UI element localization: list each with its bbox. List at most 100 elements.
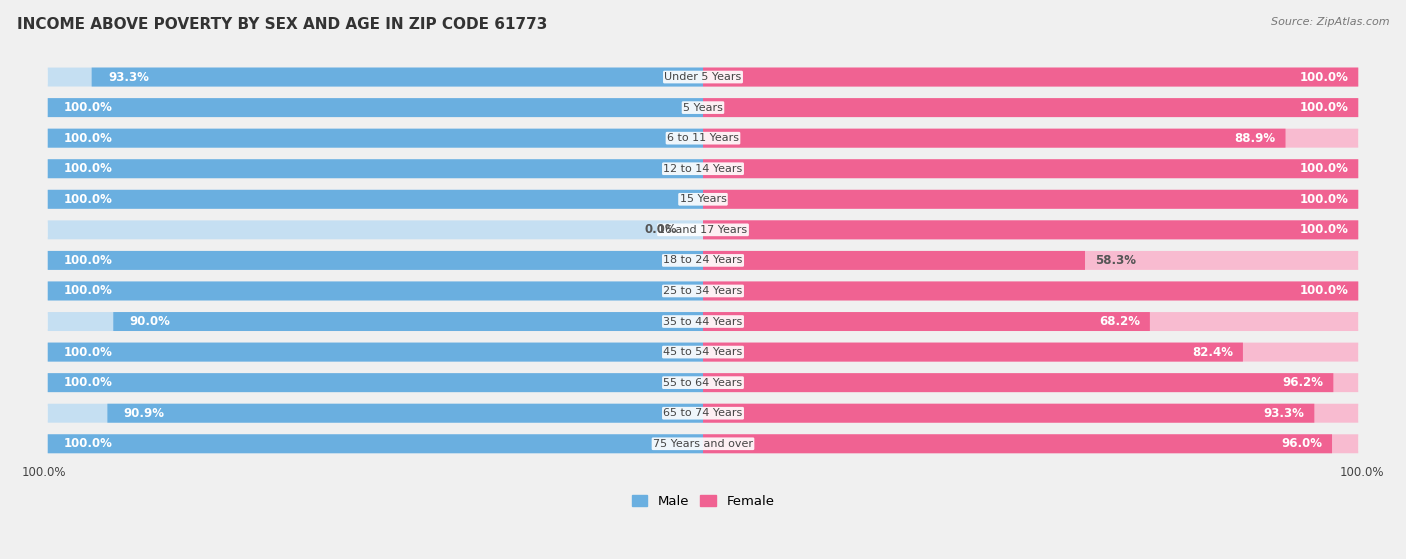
Text: 58.3%: 58.3% [1095,254,1136,267]
FancyBboxPatch shape [703,68,1358,87]
FancyBboxPatch shape [703,312,1358,331]
Text: 100.0%: 100.0% [65,193,112,206]
FancyBboxPatch shape [48,68,703,87]
Text: 100.0%: 100.0% [65,132,112,145]
FancyBboxPatch shape [703,312,1150,331]
Text: INCOME ABOVE POVERTY BY SEX AND AGE IN ZIP CODE 61773: INCOME ABOVE POVERTY BY SEX AND AGE IN Z… [17,17,547,32]
Text: 100.0%: 100.0% [65,162,112,175]
Text: 100.0%: 100.0% [65,376,112,389]
FancyBboxPatch shape [703,343,1243,362]
FancyBboxPatch shape [48,343,703,362]
FancyBboxPatch shape [703,282,1358,300]
Text: 100.0%: 100.0% [65,285,112,297]
FancyBboxPatch shape [703,343,1358,362]
FancyBboxPatch shape [48,159,703,178]
Text: 82.4%: 82.4% [1192,345,1233,358]
FancyBboxPatch shape [107,404,703,423]
FancyBboxPatch shape [48,373,703,392]
Text: 6 to 11 Years: 6 to 11 Years [666,133,740,143]
FancyBboxPatch shape [48,190,703,209]
FancyBboxPatch shape [703,98,1358,117]
Text: 5 Years: 5 Years [683,103,723,112]
FancyBboxPatch shape [703,68,1358,87]
FancyBboxPatch shape [48,159,703,178]
Text: 100.0%: 100.0% [1340,466,1385,479]
Text: 100.0%: 100.0% [21,466,66,479]
FancyBboxPatch shape [48,283,1358,299]
Text: 18 to 24 Years: 18 to 24 Years [664,255,742,266]
FancyBboxPatch shape [703,159,1358,178]
FancyBboxPatch shape [703,251,1085,270]
Text: Under 5 Years: Under 5 Years [665,72,741,82]
Text: 45 to 54 Years: 45 to 54 Years [664,347,742,357]
FancyBboxPatch shape [703,129,1358,148]
FancyBboxPatch shape [48,437,1358,451]
Text: 35 to 44 Years: 35 to 44 Years [664,316,742,326]
Text: 75 Years and over: 75 Years and over [652,439,754,449]
FancyBboxPatch shape [703,190,1358,209]
Text: 100.0%: 100.0% [65,254,112,267]
FancyBboxPatch shape [703,434,1358,453]
FancyBboxPatch shape [48,253,1358,268]
Text: 100.0%: 100.0% [1299,224,1348,236]
Text: 0.0%: 0.0% [644,224,676,236]
FancyBboxPatch shape [48,192,1358,207]
FancyBboxPatch shape [48,406,1358,420]
FancyBboxPatch shape [48,162,1358,176]
FancyBboxPatch shape [48,282,703,300]
Text: 100.0%: 100.0% [1299,285,1348,297]
Text: 16 and 17 Years: 16 and 17 Years [658,225,748,235]
FancyBboxPatch shape [48,251,703,270]
FancyBboxPatch shape [48,312,703,331]
FancyBboxPatch shape [703,404,1358,423]
FancyBboxPatch shape [48,434,703,453]
FancyBboxPatch shape [703,373,1333,392]
FancyBboxPatch shape [48,100,1358,115]
FancyBboxPatch shape [48,98,703,117]
Text: 68.2%: 68.2% [1099,315,1140,328]
FancyBboxPatch shape [48,375,1358,390]
FancyBboxPatch shape [703,190,1358,209]
FancyBboxPatch shape [48,404,703,423]
FancyBboxPatch shape [48,129,703,148]
Text: 100.0%: 100.0% [65,437,112,450]
FancyBboxPatch shape [703,434,1331,453]
Text: 88.9%: 88.9% [1234,132,1275,145]
FancyBboxPatch shape [48,373,703,392]
FancyBboxPatch shape [703,220,1358,239]
FancyBboxPatch shape [48,70,1358,84]
Text: 100.0%: 100.0% [65,101,112,114]
Text: Source: ZipAtlas.com: Source: ZipAtlas.com [1271,17,1389,27]
FancyBboxPatch shape [703,159,1358,178]
FancyBboxPatch shape [48,434,703,453]
FancyBboxPatch shape [703,404,1315,423]
Text: 12 to 14 Years: 12 to 14 Years [664,164,742,174]
FancyBboxPatch shape [48,345,1358,359]
Text: 100.0%: 100.0% [1299,162,1348,175]
Text: 90.0%: 90.0% [129,315,170,328]
FancyBboxPatch shape [48,220,703,239]
FancyBboxPatch shape [48,222,1358,237]
FancyBboxPatch shape [703,220,1358,239]
FancyBboxPatch shape [48,343,703,362]
Text: 93.3%: 93.3% [108,70,149,83]
FancyBboxPatch shape [48,251,703,270]
FancyBboxPatch shape [703,251,1358,270]
Text: 15 Years: 15 Years [679,195,727,204]
FancyBboxPatch shape [48,98,703,117]
FancyBboxPatch shape [703,129,1285,148]
FancyBboxPatch shape [703,98,1358,117]
Text: 96.2%: 96.2% [1282,376,1323,389]
FancyBboxPatch shape [48,282,703,300]
Text: 96.0%: 96.0% [1281,437,1322,450]
FancyBboxPatch shape [91,68,703,87]
Legend: Male, Female: Male, Female [626,490,780,514]
Text: 93.3%: 93.3% [1264,407,1305,420]
Text: 25 to 34 Years: 25 to 34 Years [664,286,742,296]
FancyBboxPatch shape [703,373,1358,392]
FancyBboxPatch shape [114,312,703,331]
FancyBboxPatch shape [48,131,1358,145]
FancyBboxPatch shape [48,190,703,209]
Text: 100.0%: 100.0% [1299,101,1348,114]
Text: 100.0%: 100.0% [1299,193,1348,206]
